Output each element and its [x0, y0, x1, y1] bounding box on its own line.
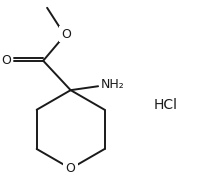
Text: O: O: [65, 162, 75, 175]
Text: O: O: [1, 54, 11, 67]
Text: NH₂: NH₂: [101, 78, 124, 91]
Text: HCl: HCl: [153, 98, 177, 112]
Text: O: O: [61, 28, 70, 41]
